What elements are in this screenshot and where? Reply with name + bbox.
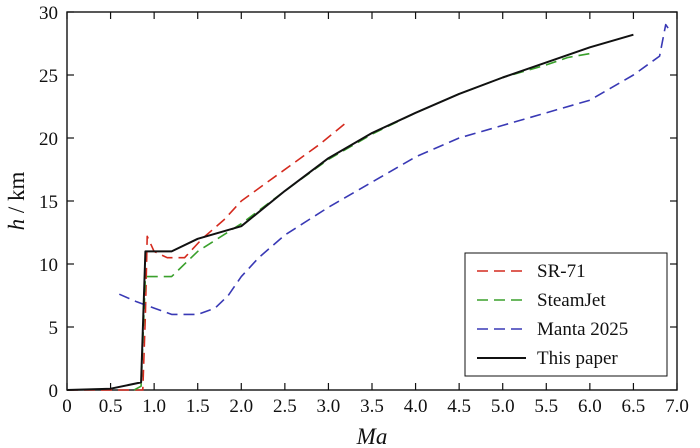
x-axis-title: Ma <box>356 424 388 448</box>
legend-label: Manta 2025 <box>537 319 628 340</box>
y-tick-label: 25 <box>39 66 58 87</box>
x-tick-label: 4.0 <box>404 396 428 417</box>
legend-label: This paper <box>537 348 618 369</box>
x-tick-label: 4.5 <box>447 396 471 417</box>
x-tick-label: 6.5 <box>622 396 646 417</box>
y-axis: 0 5 10 15 20 25 30 <box>39 3 677 402</box>
x-tick-label: 2.5 <box>273 396 297 417</box>
x-tick-label: 3.0 <box>317 396 341 417</box>
legend-label: SR-71 <box>537 261 586 282</box>
series-lines <box>66 23 671 391</box>
legend-label: SteamJet <box>537 290 606 311</box>
y-tick-label: 5 <box>49 318 59 339</box>
x-tick-label: 2.0 <box>229 396 253 417</box>
series-line-this-paper <box>66 33 634 391</box>
y-tick-label: 20 <box>39 129 58 150</box>
y-tick-label: 10 <box>39 255 58 276</box>
x-tick-label: 0 <box>62 396 72 417</box>
series-line-manta-2025 <box>118 23 671 316</box>
y-axis-title: h / km <box>4 172 29 231</box>
x-tick-label: 5.0 <box>491 396 515 417</box>
x-tick-label: 1.5 <box>186 396 210 417</box>
y-tick-label: 15 <box>39 192 58 213</box>
legend: SR-71 SteamJet Manta 2025 This paper <box>464 252 668 377</box>
x-tick-label: 6.0 <box>578 396 602 417</box>
x-axis: 0 0.5 1.0 1.5 2.0 2.5 3.0 3.5 4.0 4.5 5.0 5.5 6.0 6.5… <box>62 12 689 417</box>
x-tick-label: 7.0 <box>665 396 689 417</box>
x-tick-label: 5.5 <box>534 396 558 417</box>
series-line-sr-71 <box>67 122 347 391</box>
y-tick-label: 0 <box>49 381 59 402</box>
legend-box <box>464 252 668 377</box>
x-tick-label: 0.5 <box>99 396 123 417</box>
x-tick-label: 3.5 <box>360 396 384 417</box>
x-tick-label: 1.0 <box>142 396 166 417</box>
y-tick-label: 30 <box>39 3 58 24</box>
